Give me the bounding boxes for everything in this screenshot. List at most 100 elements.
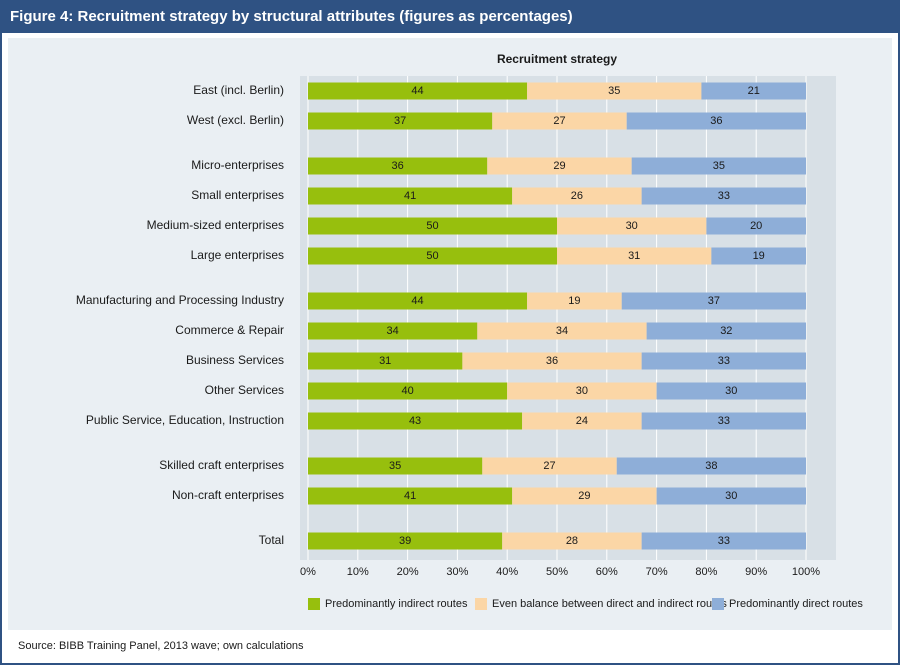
data-label: 33: [718, 190, 730, 202]
bar-segment: [641, 412, 806, 430]
data-label: 33: [718, 415, 730, 427]
data-label: 31: [628, 250, 640, 262]
bar-segment: [656, 487, 806, 505]
bar-segment: [482, 457, 617, 475]
bar-segment: [308, 382, 508, 400]
bar-segment: [711, 247, 806, 265]
bar-segment: [507, 382, 657, 400]
y-tick-label: Commerce & Repair: [175, 323, 284, 337]
data-label: 39: [399, 535, 411, 547]
bar-segment: [621, 292, 806, 310]
data-label: 27: [553, 115, 565, 127]
data-label: 44: [411, 295, 423, 307]
bar-segment: [308, 82, 528, 100]
data-label: 44: [411, 85, 423, 97]
y-tick-label: Micro-enterprises: [191, 158, 284, 172]
data-label: 36: [392, 160, 404, 172]
bar-segment: [701, 82, 806, 100]
data-label: 35: [713, 160, 725, 172]
legend-swatch: [308, 598, 320, 610]
y-tick-label: Small enterprises: [191, 188, 284, 202]
y-tick-label: Public Service, Education, Instruction: [86, 413, 284, 427]
bar-segment: [308, 532, 503, 550]
plot-area: [300, 76, 836, 560]
bar-segment: [308, 487, 513, 505]
data-label: 50: [426, 220, 438, 232]
data-label: 20: [750, 220, 762, 232]
x-tick-label: 90%: [745, 566, 767, 578]
source: Source: BIBB Training Panel, 2013 wave; …: [18, 640, 304, 652]
y-tick-label: Business Services: [186, 353, 284, 367]
bar-segment: [527, 82, 702, 100]
data-label: 34: [387, 325, 399, 337]
data-label: 21: [748, 85, 760, 97]
bar-segment: [308, 187, 513, 205]
bar-segment: [308, 112, 493, 130]
data-label: 50: [426, 250, 438, 262]
data-label: 29: [553, 160, 565, 172]
data-label: 24: [576, 415, 588, 427]
bar-segment: [308, 412, 523, 430]
data-label: 30: [725, 385, 737, 397]
data-label: 37: [708, 295, 720, 307]
bar-segment: [512, 487, 657, 505]
header-bar: [1, 1, 899, 33]
bar-segment: [557, 247, 712, 265]
data-label: 32: [720, 325, 732, 337]
x-tick-label: 50%: [546, 566, 568, 578]
bar-segment: [557, 217, 707, 235]
y-tick-label: West (excl. Berlin): [187, 113, 284, 127]
data-label: 34: [556, 325, 568, 337]
bar-segment: [308, 292, 528, 310]
data-label: 30: [626, 220, 638, 232]
data-label: 27: [543, 460, 555, 472]
bar-segment: [308, 217, 557, 235]
x-tick-label: 30%: [446, 566, 468, 578]
bar-segment: [626, 112, 806, 130]
bar-segment: [646, 322, 806, 340]
data-label: 43: [409, 415, 421, 427]
legend-label: Predominantly direct routes: [729, 598, 863, 610]
data-label: 33: [718, 535, 730, 547]
bar-segment: [641, 532, 806, 550]
bar-segment: [308, 247, 557, 265]
data-label: 37: [394, 115, 406, 127]
data-label: 41: [404, 190, 416, 202]
data-label: 28: [566, 535, 578, 547]
bar-segment: [462, 352, 642, 370]
x-tick-label: 10%: [347, 566, 369, 578]
bar-segment: [512, 187, 642, 205]
chart-title: Figure 4: Recruitment strategy by struct…: [10, 8, 573, 25]
bar-segment: [522, 412, 642, 430]
x-tick-label: 20%: [397, 566, 419, 578]
bar-segment: [502, 532, 642, 550]
data-label: 41: [404, 490, 416, 502]
data-label: 30: [725, 490, 737, 502]
bar-segment: [308, 457, 483, 475]
legend-swatch: [712, 598, 724, 610]
legend-label: Predominantly indirect routes: [325, 598, 468, 610]
bar-segment: [308, 157, 488, 175]
y-tick-label: Skilled craft enterprises: [159, 458, 284, 472]
bar-segment: [308, 322, 478, 340]
data-label: 36: [710, 115, 722, 127]
data-label: 36: [546, 355, 558, 367]
subtitle: Recruitment strategy: [497, 52, 617, 66]
bar-segment: [656, 382, 806, 400]
data-label: 29: [578, 490, 590, 502]
y-tick-label: Manufacturing and Processing Industry: [76, 293, 284, 307]
x-tick-label: 70%: [646, 566, 668, 578]
data-label: 35: [389, 460, 401, 472]
x-tick-label: 40%: [496, 566, 518, 578]
x-tick-label: 100%: [792, 566, 820, 578]
data-label: 19: [753, 250, 765, 262]
data-label: 33: [718, 355, 730, 367]
y-tick-label: East (incl. Berlin): [193, 83, 284, 97]
data-label: 31: [379, 355, 391, 367]
legend-swatch: [475, 598, 487, 610]
y-tick-label: Other Services: [205, 383, 284, 397]
data-label: 26: [571, 190, 583, 202]
x-tick-label: 80%: [695, 566, 717, 578]
legend-label: Even balance between direct and indirect…: [492, 598, 727, 610]
